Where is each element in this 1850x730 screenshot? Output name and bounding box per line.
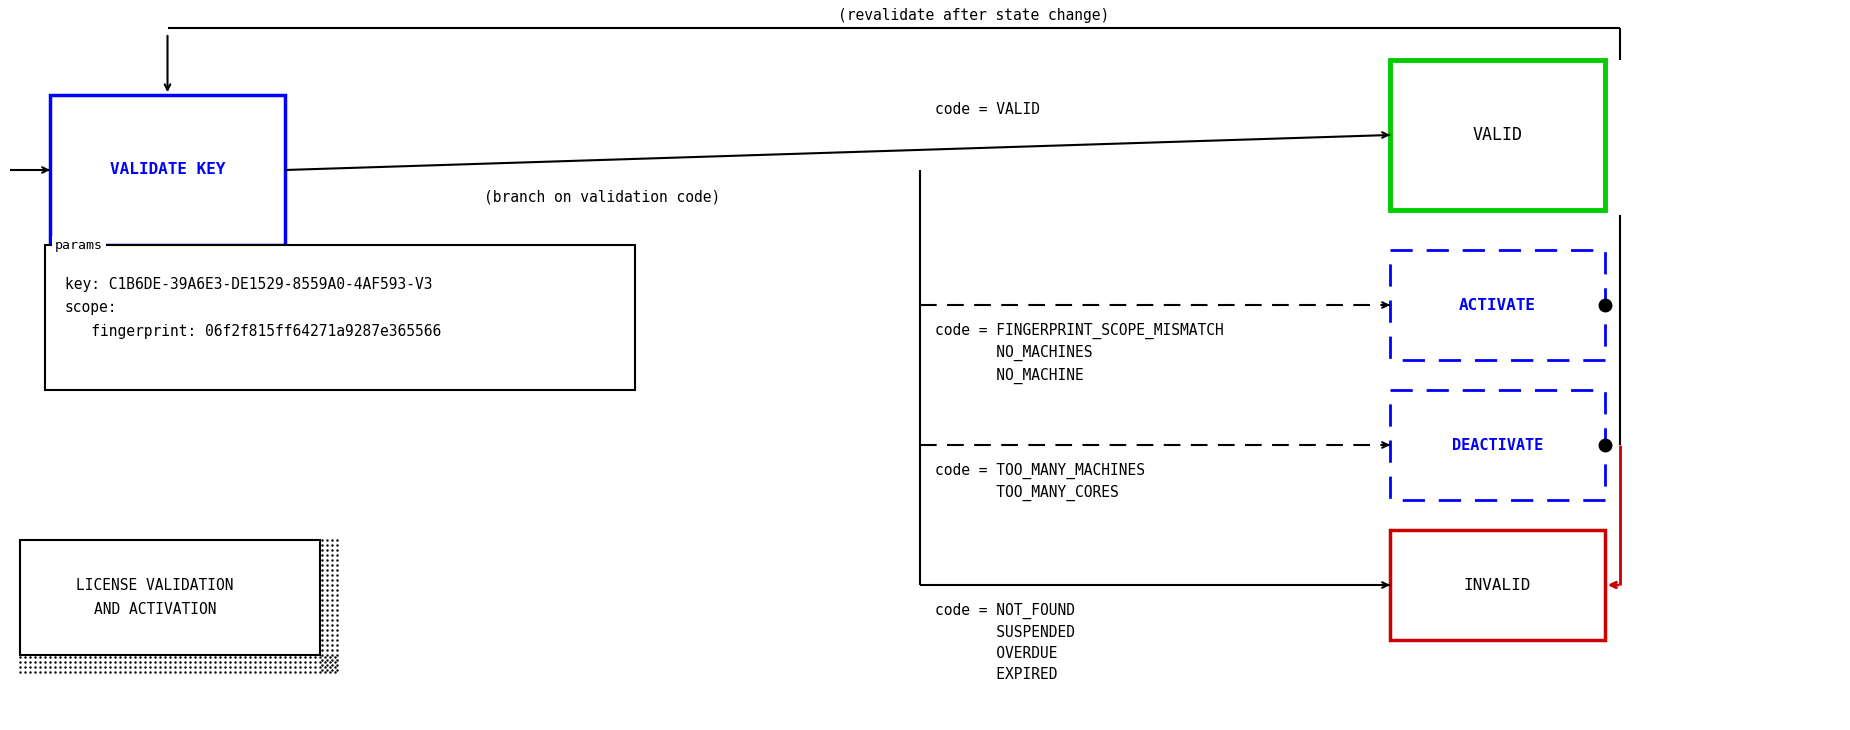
Bar [20, 540, 320, 655]
Text: ACTIVATE: ACTIVATE [1460, 298, 1536, 312]
Text: VALID: VALID [1473, 126, 1523, 144]
Text: LICENSE VALIDATION
AND ACTIVATION: LICENSE VALIDATION AND ACTIVATION [76, 578, 233, 617]
Text: key: C1B6DE-39A6E3-DE1529-8559A0-4AF593-V3
scope:
   fingerprint: 06f2f815ff6427: key: C1B6DE-39A6E3-DE1529-8559A0-4AF593-… [65, 277, 442, 339]
Text: code = NOT_FOUND
       SUSPENDED
       OVERDUE
       EXPIRED: code = NOT_FOUND SUSPENDED OVERDUE EXPIR… [934, 603, 1075, 683]
Bar [1389, 60, 1606, 210]
Bar [1389, 250, 1606, 360]
Text: VALIDATE KEY: VALIDATE KEY [109, 163, 226, 177]
Text: INVALID: INVALID [1463, 577, 1532, 593]
Text: (revalidate after state change): (revalidate after state change) [838, 8, 1110, 23]
Bar [44, 245, 635, 390]
Bar [1389, 530, 1606, 640]
Text: code = FINGERPRINT_SCOPE_MISMATCH
       NO_MACHINES
       NO_MACHINE: code = FINGERPRINT_SCOPE_MISMATCH NO_MAC… [934, 323, 1223, 383]
Text: DEACTIVATE: DEACTIVATE [1452, 437, 1543, 453]
Text: (branch on validation code): (branch on validation code) [485, 190, 722, 205]
Bar [50, 95, 285, 245]
Text: code = TOO_MANY_MACHINES
       TOO_MANY_CORES: code = TOO_MANY_MACHINES TOO_MANY_CORES [934, 463, 1145, 502]
Text: code = VALID: code = VALID [934, 102, 1040, 117]
Bar [1389, 390, 1606, 500]
Text: params: params [56, 239, 104, 252]
